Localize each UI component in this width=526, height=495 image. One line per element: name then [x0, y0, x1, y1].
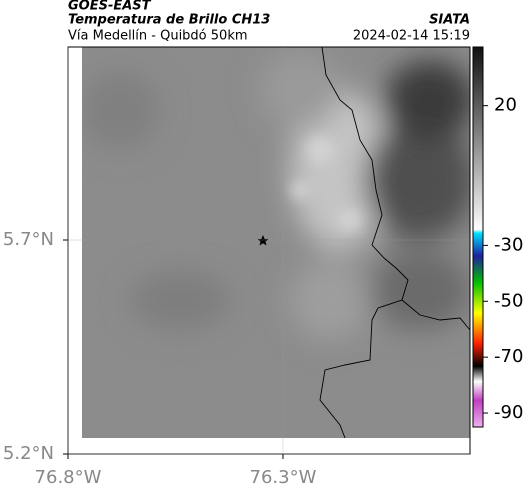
colorbar-tick-label: 20 [494, 95, 517, 116]
satellite-name: GOES-EAST [68, 0, 152, 14]
x-tick-label: 76.8°W [35, 467, 102, 488]
timestamp: 2024-02-14 15:19 [353, 29, 470, 44]
boundary-line [319, 46, 409, 439]
boundary-line [401, 299, 471, 331]
colorbar-tick-label: -90 [494, 402, 523, 423]
source: SIATA [429, 13, 470, 28]
y-tick-label: 5.7°N [3, 229, 54, 250]
colorbar-tick-label: -50 [494, 290, 523, 311]
colorbar-tick-label: -30 [494, 234, 523, 255]
x-tick-label: 76.3°W [250, 467, 317, 488]
y-tick-label: 5.2°N [3, 443, 54, 464]
satellite-image [82, 47, 470, 438]
product-title: Temperatura de Brillo CH13 [68, 13, 270, 28]
region: Vía Medellín - Quibdó 50km [68, 29, 248, 44]
colorbar [472, 46, 484, 428]
colorbar-tick-label: -70 [494, 346, 523, 367]
